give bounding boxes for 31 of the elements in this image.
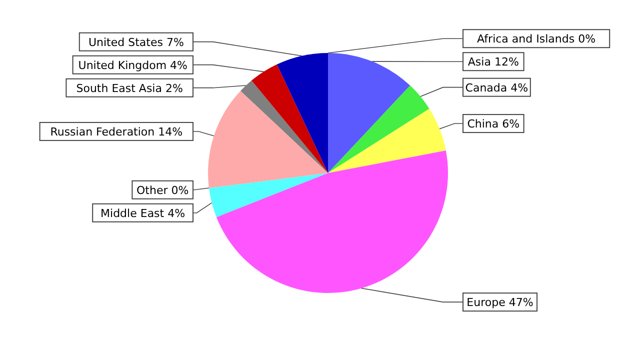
slice-label: Middle East <box>100 206 165 220</box>
data-label: 12% <box>490 56 519 69</box>
slice-label: South East Asia <box>76 82 162 95</box>
legend-label: Other <box>136 184 168 197</box>
data-label: 7% <box>162 36 184 49</box>
slice-label: Asia <box>468 56 491 69</box>
data-label: 14% <box>154 125 183 138</box>
slice-label: Canada <box>465 81 508 94</box>
pie-slice <box>328 86 430 173</box>
slice-label: Russian Federation <box>50 125 155 138</box>
data-label: 6% <box>498 118 520 131</box>
data-label: 4% <box>164 206 186 220</box>
pie-slice <box>276 53 328 173</box>
text: 0% <box>171 184 189 197</box>
data-label: 4% <box>166 58 188 72</box>
data-label: 2% <box>162 82 183 95</box>
pie-slice <box>216 150 448 293</box>
slice-label: United States <box>88 36 164 49</box>
pie-slice <box>328 53 410 173</box>
data-label: 4% <box>507 81 528 94</box>
pie-slice <box>252 64 328 173</box>
pie-slice <box>240 80 328 173</box>
pie-slice <box>208 173 328 218</box>
slice-label: United Kingdom <box>78 58 167 72</box>
pie-slice <box>208 90 328 188</box>
text: 0% <box>578 32 596 46</box>
slice-label: Europe <box>466 296 506 310</box>
data-label: 47% <box>505 296 534 310</box>
slice-label: China <box>467 118 499 131</box>
pie-slice <box>328 108 446 173</box>
category-label: Africa and Islands <box>477 32 575 46</box>
